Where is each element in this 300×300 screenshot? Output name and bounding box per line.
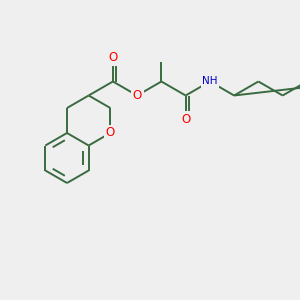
Text: O: O <box>133 89 142 102</box>
Text: NH: NH <box>202 76 218 86</box>
Text: O: O <box>108 51 118 64</box>
Text: O: O <box>181 113 190 126</box>
Text: O: O <box>106 127 115 140</box>
